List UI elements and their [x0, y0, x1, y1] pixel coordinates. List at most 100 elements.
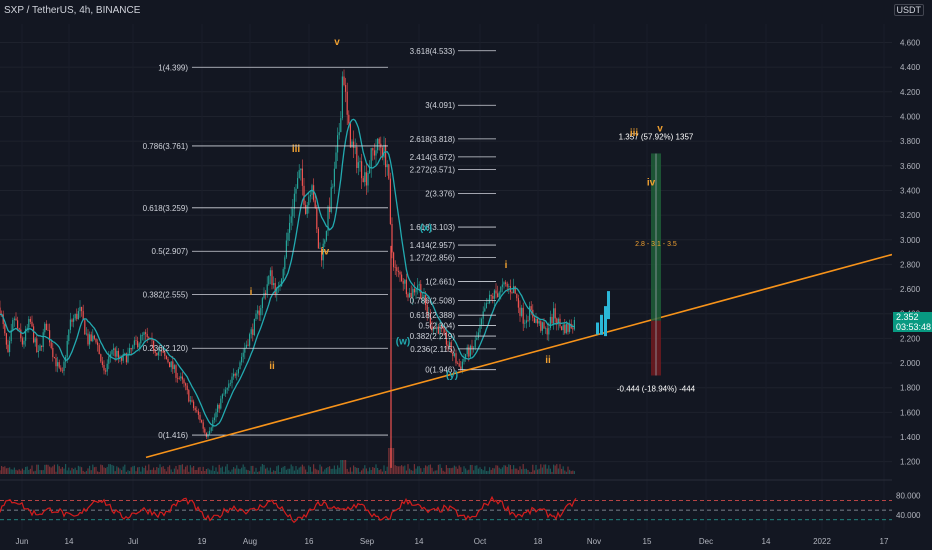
candle-body — [500, 286, 502, 293]
volume-bar — [562, 466, 564, 474]
candle-body — [517, 298, 519, 308]
volume-bar — [298, 467, 300, 474]
volume-bar — [87, 468, 89, 474]
price-tick: 4.600 — [900, 38, 921, 47]
candle-body — [273, 283, 275, 286]
volume-bar — [204, 470, 206, 474]
candle-body — [73, 318, 75, 322]
volume-bar — [505, 465, 507, 474]
candle-body — [453, 353, 455, 357]
volume-bar — [167, 466, 169, 474]
candle-body — [202, 422, 204, 429]
volume-bar — [121, 470, 123, 474]
wave-label: i — [250, 287, 253, 298]
candle-body — [316, 207, 318, 229]
volume-bar — [405, 470, 407, 474]
volume-bar — [354, 467, 356, 474]
candle-body — [28, 318, 30, 328]
volume-bar — [236, 465, 238, 474]
candle-body — [213, 417, 215, 421]
candle-body — [351, 141, 353, 148]
volume-bar — [284, 465, 286, 474]
candle-body — [479, 324, 481, 333]
volume-bar — [58, 466, 60, 474]
volume-bar — [401, 465, 403, 474]
candle-body — [505, 282, 507, 284]
volume-bar — [409, 468, 411, 474]
volume-bar — [193, 465, 195, 474]
candle-body — [98, 345, 100, 355]
volume-bar — [476, 465, 478, 474]
volume-bar — [105, 468, 107, 474]
candle-body — [76, 313, 78, 320]
volume-bar — [114, 471, 116, 474]
candle-body — [178, 378, 180, 379]
candle-body — [516, 293, 518, 299]
volume-bar — [109, 464, 111, 474]
volume-bar — [241, 467, 243, 474]
candle-body — [497, 293, 499, 297]
volume-bar — [517, 470, 519, 474]
wave-label: (x) — [420, 223, 432, 234]
volume-bar — [417, 466, 419, 474]
candle-body — [381, 147, 383, 158]
volume-bar — [7, 467, 9, 474]
candle-body — [295, 188, 297, 194]
volume-bar — [29, 468, 31, 474]
volume-bar — [287, 468, 289, 474]
candle-body — [151, 338, 153, 341]
candle-body — [217, 404, 219, 413]
candle-body — [309, 194, 311, 197]
candle-body — [233, 373, 235, 377]
time-axis[interactable]: Jun 14 Jul 19 Aug 16 Sep 14 Oct 18 Nov 15 Dec 14 2022 1… — [16, 537, 889, 546]
candle-body — [386, 164, 388, 168]
candle-body — [513, 286, 515, 294]
price-tick: 3.400 — [900, 186, 921, 195]
volume-bar — [357, 467, 359, 474]
candle-body — [391, 224, 393, 253]
support-trendline — [145, 253, 893, 459]
candle-body — [527, 320, 529, 321]
volume-bar — [164, 468, 166, 474]
volume-bar — [341, 460, 343, 474]
candle-body — [396, 267, 398, 272]
volume-bar — [559, 464, 561, 474]
candle-body — [127, 353, 129, 363]
candle-body — [220, 398, 222, 409]
candle-body — [525, 320, 527, 323]
candle-body — [345, 85, 347, 92]
candle-body — [228, 383, 230, 388]
projection-box[interactable]: 1.357 (57.92%) 1357 2.8 - 3.1 - 3.5 -0.444… — [596, 132, 696, 393]
volume-bar — [249, 470, 251, 474]
candle-body — [333, 168, 335, 187]
volume-bar — [521, 469, 523, 474]
volume-bar — [426, 466, 428, 474]
time-tick: Nov — [587, 537, 601, 546]
candle-body — [327, 206, 329, 231]
volume-bar — [151, 469, 153, 474]
volume-bar — [15, 469, 17, 474]
candle-body — [225, 389, 227, 394]
candle-body — [481, 318, 483, 325]
candle-body — [116, 350, 118, 357]
candle-body — [133, 340, 135, 346]
volume-bar — [37, 464, 39, 474]
volume-bar — [266, 467, 268, 474]
volume-bar — [98, 471, 100, 474]
volume-bar — [263, 464, 265, 474]
price-tick: 3.000 — [900, 236, 921, 245]
volume-bar — [349, 467, 351, 474]
candle-body — [247, 344, 249, 346]
candle-body — [18, 328, 20, 330]
volume-bar — [28, 469, 30, 474]
volume-bar — [501, 467, 503, 474]
candle-body — [383, 144, 385, 158]
volume-bar — [215, 467, 217, 474]
volume-bar — [36, 464, 38, 474]
candle-body — [313, 185, 315, 201]
price-axis[interactable]: 4.600 4.400 4.200 4.000 3.800 3.600 3.400 3.200… — [892, 0, 932, 550]
trendline[interactable] — [145, 253, 893, 459]
volume-bar — [143, 467, 145, 474]
currency-label[interactable]: USDT — [893, 4, 924, 16]
